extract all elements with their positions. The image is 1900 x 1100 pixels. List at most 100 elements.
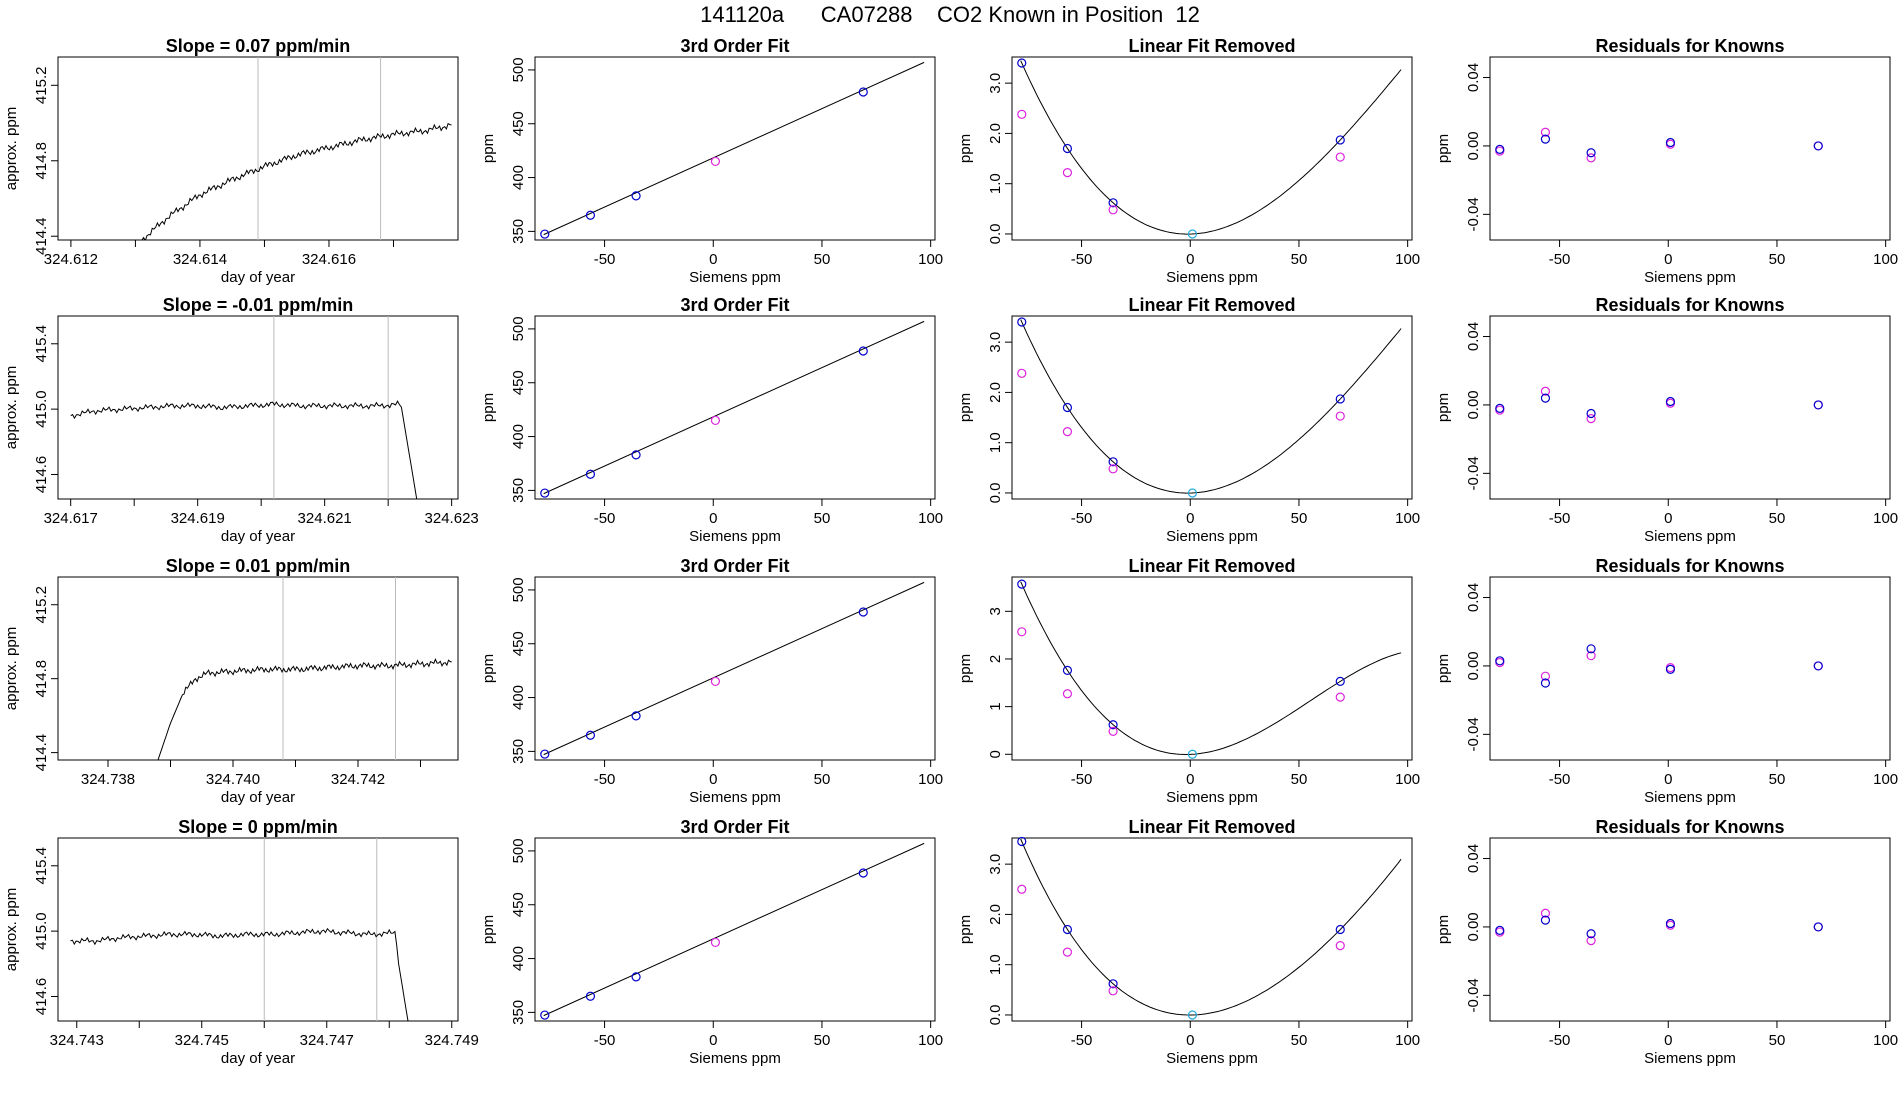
r3-linear-fit-removed-xtick-label: -50 <box>1071 771 1093 788</box>
r4-residuals-ytick-label: 0.00 <box>1465 912 1482 941</box>
r3-residuals-ytick-label: 0.00 <box>1465 651 1482 680</box>
r4-third-order-fit-point <box>540 1010 550 1020</box>
r4-residuals-xtick-label: 0 <box>1664 1032 1672 1049</box>
r1-residuals-fit-point <box>1586 148 1596 158</box>
r3-linear-fit-removed-xtick-label: 100 <box>1395 771 1420 788</box>
r3-linear-fit-removed-fit-point <box>1108 720 1118 730</box>
r1-time-series-xtick-label: 324.616 <box>302 251 356 268</box>
r3-time-series-xtick-label: 324.742 <box>331 771 385 788</box>
r1-third-order-fit-fit-line <box>543 61 925 236</box>
r1-third-order-fit-ytick-label: 500 <box>510 57 527 82</box>
r4-residuals-fit-point <box>1586 929 1596 939</box>
r2-third-order-fit-point <box>585 469 596 479</box>
r3-residuals-ytick-label: -0.04 <box>1465 717 1482 751</box>
r3-residuals-xtick-label: 100 <box>1873 771 1898 788</box>
r1-time-series-xlabel: day of year <box>221 269 295 286</box>
r1-linear-fit-removed-raw-point <box>1335 152 1345 162</box>
r3-linear-fit-removed-fit-point <box>1187 749 1198 759</box>
r1-linear-fit-removed-ylabel: ppm <box>957 134 974 163</box>
r3-linear-fit-removed-raw-point <box>1062 689 1073 699</box>
r1-linear-fit-removed-fit-point <box>1062 143 1073 154</box>
r2-linear-fit-removed-ytick-label: 1.0 <box>987 432 1004 453</box>
r2-third-order-fit-ytick-label: 500 <box>510 316 527 341</box>
r4-linear-fit-removed-ytick-label: 2.0 <box>987 904 1004 925</box>
r1-linear-fit-removed-fit-point <box>1017 58 1027 68</box>
r2-residuals-frame <box>1489 315 1891 500</box>
r2-residuals-raw-point <box>1586 414 1596 424</box>
r2-linear-fit-removed-fit-point <box>1108 457 1118 467</box>
r1-third-order-fit-xtick-label: 100 <box>918 251 943 268</box>
r2-linear-fit-removed-raw-point <box>1335 411 1345 421</box>
r2-residuals-fit-point <box>1540 393 1551 403</box>
r3-linear-fit-removed-ytick-label: 1 <box>987 702 1004 710</box>
r4-residuals-fit-point <box>1495 925 1505 935</box>
r4-time-series-xtick-label: 324.743 <box>50 1032 104 1049</box>
r4-third-order-fit-ytick-label: 350 <box>510 1000 527 1025</box>
r1-third-order-fit-ylabel: ppm <box>480 134 497 163</box>
r4-residuals-xlabel: Siemens ppm <box>1644 1050 1736 1067</box>
r3-third-order-fit-xtick-label: -50 <box>594 771 616 788</box>
r1-third-order-fit-point <box>631 191 641 201</box>
r3-linear-fit-removed-fit-point <box>1062 665 1073 676</box>
r4-third-order-fit-ytick-label: 400 <box>510 946 527 971</box>
r4-linear-fit-removed-xtick-label: -50 <box>1071 1032 1093 1049</box>
r1-third-order-fit-point <box>585 210 596 220</box>
r4-third-order-fit-point <box>710 937 721 948</box>
r1-residuals-xtick-label: 100 <box>1873 251 1898 268</box>
r2-linear-fit-removed-fit-point <box>1335 394 1345 404</box>
r3-linear-fit-removed-raw-point <box>1335 692 1345 702</box>
r4-time-series-ytick-label: 414.6 <box>33 978 50 1016</box>
r2-residuals-ytick-label: 0.00 <box>1465 390 1482 419</box>
r4-linear-fit-removed-raw-point <box>1108 986 1118 996</box>
r2-third-order-fit-ytick-label: 400 <box>510 424 527 449</box>
r1-time-series-ytick-label: 414.8 <box>33 142 50 180</box>
r2-time-series-title: Slope = -0.01 ppm/min <box>163 295 354 315</box>
r2-third-order-fit-xtick-label: 50 <box>814 510 831 527</box>
r1-linear-fit-removed-raw-point <box>1062 168 1073 178</box>
r3-linear-fit-removed-curve <box>1020 581 1402 755</box>
r4-third-order-fit-ytick-label: 500 <box>510 838 527 863</box>
r4-residuals-xtick-label: 100 <box>1873 1032 1898 1049</box>
r3-third-order-fit-point <box>585 730 596 740</box>
r1-residuals-ytick-label: 0.04 <box>1465 63 1482 92</box>
r4-residuals-xtick-label: 50 <box>1769 1032 1786 1049</box>
r4-third-order-fit-point <box>631 972 641 982</box>
r1-linear-fit-removed-raw-point <box>1017 109 1027 119</box>
r4-third-order-fit-frame <box>534 837 936 1022</box>
r4-linear-fit-removed-title: Linear Fit Removed <box>1128 817 1295 837</box>
r1-residuals-title: Residuals for Knowns <box>1595 36 1784 56</box>
r3-third-order-fit-point <box>858 607 868 617</box>
r3-residuals-fit-point <box>1665 664 1676 674</box>
r3-third-order-fit-title: 3rd Order Fit <box>680 556 789 576</box>
r2-linear-fit-removed-ytick-label: 2.0 <box>987 382 1004 403</box>
r3-third-order-fit-ytick-label: 500 <box>510 577 527 602</box>
r2-linear-fit-removed-raw-point <box>1017 368 1027 378</box>
r3-time-series-xtick-label: 324.738 <box>81 771 135 788</box>
r2-residuals-ytick-label: -0.04 <box>1465 456 1482 490</box>
r4-third-order-fit-xtick-label: 0 <box>709 1032 717 1049</box>
r4-linear-fit-removed-frame <box>1011 837 1413 1022</box>
r2-linear-fit-removed-xtick-label: -50 <box>1071 510 1093 527</box>
r4-linear-fit-removed-xtick-label: 100 <box>1395 1032 1420 1049</box>
r4-residuals-ytick-label: -0.04 <box>1465 978 1482 1012</box>
r3-time-series-ytick-label: 414.4 <box>33 734 50 772</box>
r3-time-series-title: Slope = 0.01 ppm/min <box>166 556 351 576</box>
r2-residuals-title: Residuals for Knowns <box>1595 295 1784 315</box>
r3-third-order-fit-ytick-label: 350 <box>510 739 527 764</box>
r2-third-order-fit-ylabel: ppm <box>480 393 497 422</box>
r1-linear-fit-removed-ytick-label: 2.0 <box>987 123 1004 144</box>
r2-third-order-fit-point <box>631 450 641 460</box>
r4-time-series-xtick-label: 324.749 <box>425 1032 479 1049</box>
r3-third-order-fit-fit-line <box>543 581 925 756</box>
r1-linear-fit-removed-curve <box>1020 60 1402 235</box>
r1-time-series-xtick-label: 324.614 <box>173 251 227 268</box>
r1-third-order-fit-ytick-label: 350 <box>510 219 527 244</box>
r3-third-order-fit-xtick-label: 50 <box>814 771 831 788</box>
r2-time-series-ylabel: approx. ppm <box>3 366 20 449</box>
r1-linear-fit-removed-raw-point <box>1108 205 1118 215</box>
r2-time-series-frame <box>57 315 459 500</box>
r2-linear-fit-removed-title: Linear Fit Removed <box>1128 295 1295 315</box>
r2-residuals-ytick-label: 0.04 <box>1465 322 1482 351</box>
r4-linear-fit-removed-ytick-label: 0.0 <box>987 1005 1004 1026</box>
